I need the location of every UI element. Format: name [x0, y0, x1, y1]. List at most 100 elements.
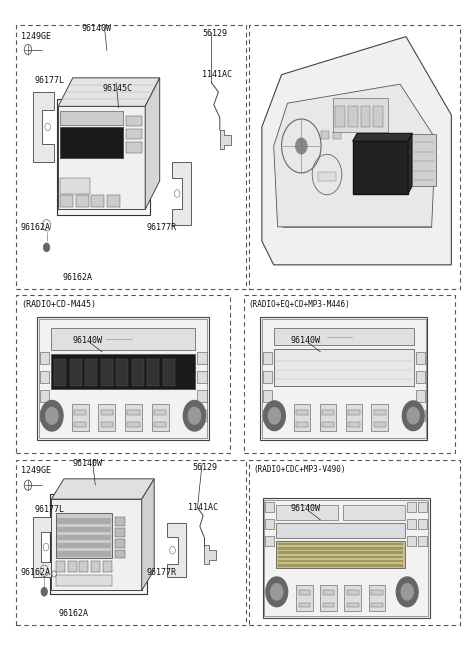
- Circle shape: [295, 138, 307, 154]
- Bar: [371, 603, 383, 608]
- Bar: [57, 527, 111, 532]
- Bar: [418, 519, 427, 529]
- Bar: [299, 590, 310, 595]
- Bar: [276, 505, 338, 520]
- Bar: [333, 98, 388, 132]
- Bar: [60, 179, 91, 194]
- Bar: [296, 410, 308, 415]
- Text: 96162A: 96162A: [58, 609, 88, 619]
- Circle shape: [396, 577, 418, 607]
- Bar: [361, 105, 371, 127]
- Text: 56129: 56129: [193, 463, 218, 472]
- Bar: [72, 404, 89, 431]
- Bar: [263, 371, 272, 383]
- Bar: [101, 422, 113, 427]
- Bar: [407, 536, 416, 546]
- Polygon shape: [408, 133, 412, 193]
- Bar: [39, 320, 208, 438]
- Text: 1249GE: 1249GE: [21, 32, 51, 41]
- Bar: [147, 359, 159, 386]
- Bar: [60, 195, 73, 207]
- Bar: [262, 320, 426, 438]
- Bar: [197, 371, 207, 383]
- Bar: [101, 410, 113, 415]
- Bar: [294, 404, 310, 431]
- Bar: [40, 390, 49, 402]
- Polygon shape: [33, 517, 51, 577]
- Bar: [263, 410, 272, 421]
- Circle shape: [183, 400, 206, 431]
- Bar: [372, 404, 388, 431]
- Bar: [40, 352, 49, 364]
- Text: (RADIO+EQ+CD+MP3-M446): (RADIO+EQ+CD+MP3-M446): [248, 300, 350, 309]
- Circle shape: [188, 408, 201, 424]
- Bar: [278, 556, 403, 558]
- Bar: [98, 404, 116, 431]
- Bar: [296, 422, 308, 427]
- Polygon shape: [172, 162, 191, 225]
- Bar: [263, 352, 272, 364]
- Bar: [60, 127, 123, 158]
- Bar: [276, 542, 405, 567]
- Text: (RADIO+CDC+MP3-V490): (RADIO+CDC+MP3-V490): [253, 465, 346, 474]
- Text: 96140W: 96140W: [291, 336, 320, 345]
- Bar: [278, 560, 403, 562]
- Bar: [371, 590, 383, 595]
- Polygon shape: [58, 78, 160, 106]
- Bar: [374, 422, 386, 427]
- Bar: [407, 519, 416, 529]
- Bar: [57, 534, 111, 540]
- Bar: [323, 603, 335, 608]
- Bar: [273, 328, 414, 345]
- Bar: [128, 422, 139, 427]
- Bar: [126, 129, 142, 139]
- Bar: [50, 494, 147, 594]
- Bar: [348, 422, 360, 427]
- Bar: [296, 585, 313, 611]
- Polygon shape: [262, 37, 451, 265]
- Bar: [263, 390, 272, 402]
- Bar: [74, 410, 86, 415]
- Polygon shape: [204, 545, 216, 564]
- Polygon shape: [51, 479, 154, 499]
- Text: 96162A: 96162A: [21, 568, 51, 577]
- Bar: [126, 116, 142, 126]
- Bar: [374, 105, 383, 127]
- Bar: [348, 105, 357, 127]
- Bar: [369, 585, 385, 611]
- Bar: [16, 25, 246, 289]
- Bar: [278, 547, 403, 550]
- Bar: [416, 390, 425, 402]
- Bar: [244, 295, 456, 454]
- Text: 1141AC: 1141AC: [188, 503, 218, 512]
- Bar: [51, 328, 195, 350]
- Bar: [416, 410, 425, 421]
- Bar: [76, 195, 89, 207]
- Circle shape: [401, 584, 413, 600]
- Bar: [264, 500, 428, 616]
- Circle shape: [46, 408, 58, 424]
- Bar: [322, 410, 334, 415]
- Circle shape: [43, 243, 50, 252]
- Polygon shape: [142, 479, 154, 591]
- Text: 1249GE: 1249GE: [21, 466, 51, 475]
- Bar: [154, 422, 166, 427]
- Text: 56129: 56129: [202, 28, 227, 38]
- Circle shape: [264, 401, 285, 431]
- Bar: [103, 561, 112, 572]
- Bar: [407, 502, 416, 512]
- Bar: [37, 317, 209, 441]
- Bar: [16, 295, 230, 454]
- Bar: [154, 410, 166, 415]
- Bar: [346, 404, 362, 431]
- Polygon shape: [273, 84, 436, 227]
- Bar: [128, 410, 139, 415]
- Bar: [318, 173, 336, 181]
- Text: 96177L: 96177L: [35, 505, 65, 514]
- Bar: [412, 134, 436, 186]
- Bar: [115, 540, 126, 547]
- Bar: [416, 371, 425, 383]
- Bar: [115, 518, 126, 525]
- Bar: [333, 131, 341, 139]
- Bar: [273, 349, 414, 386]
